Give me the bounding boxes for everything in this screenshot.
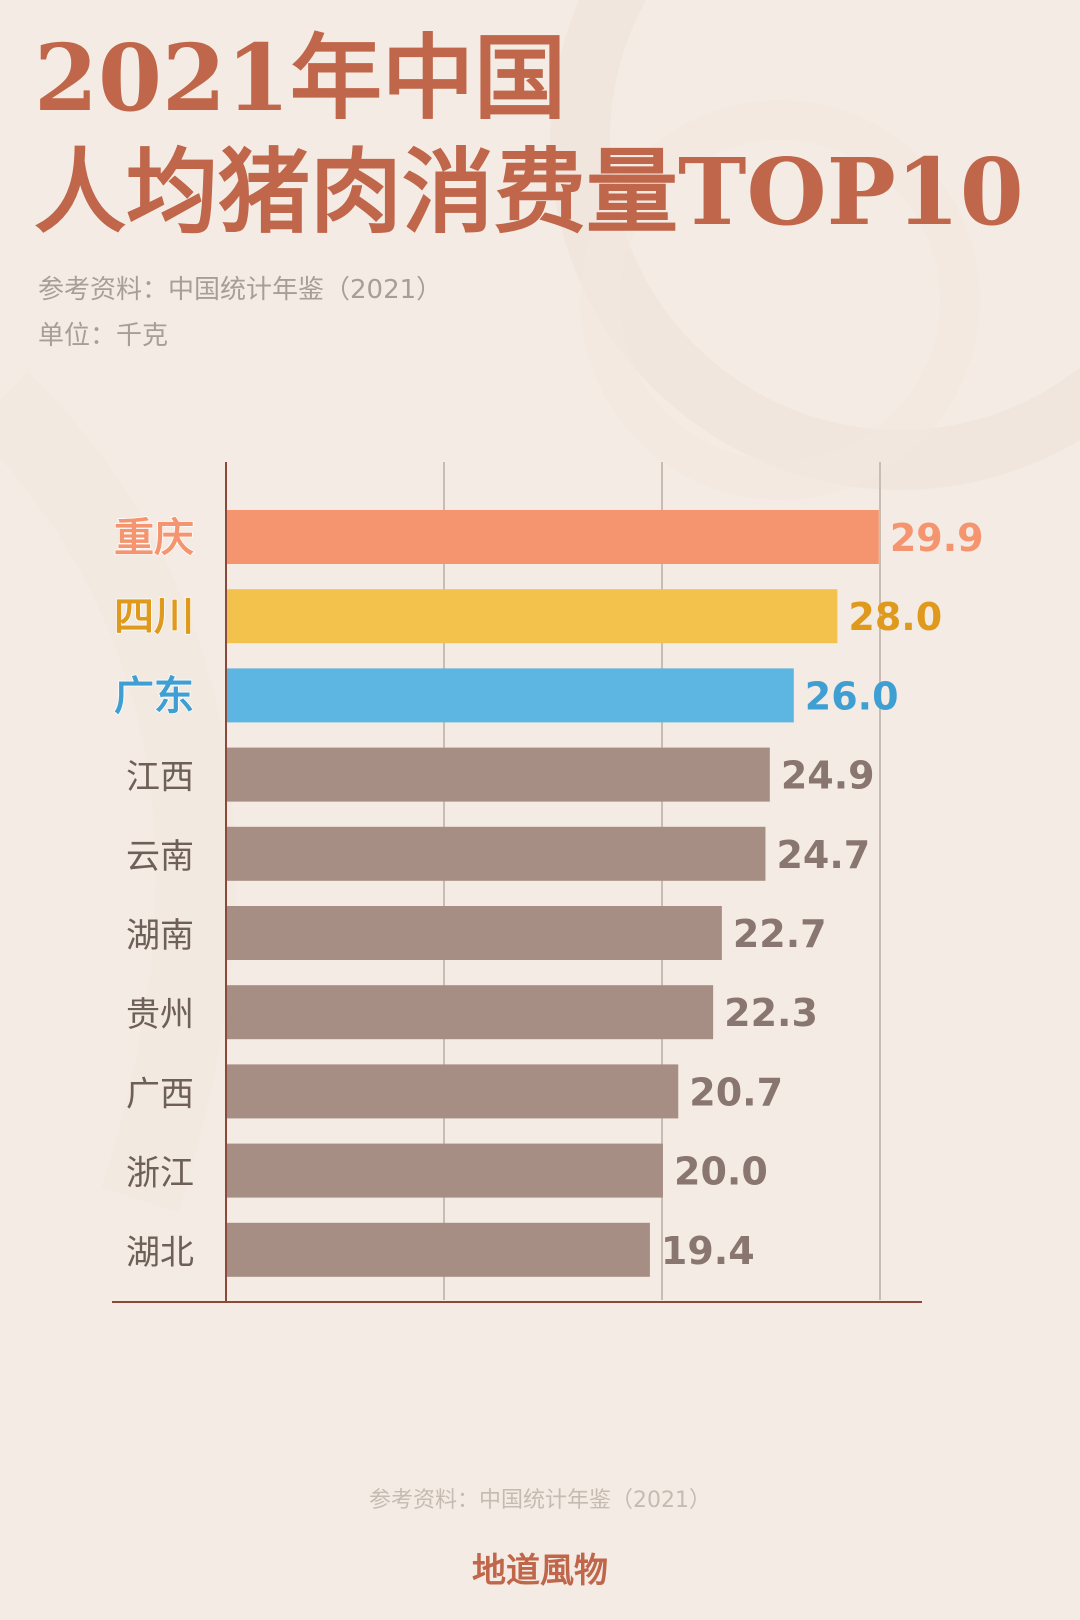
bar-3 (227, 668, 794, 723)
bar-4 (227, 747, 770, 802)
value-label-4: 24.9 (781, 754, 875, 798)
value-label-2: 28.0 (848, 595, 942, 639)
page-title-line2: 人均猪肉消费量TOP10 (34, 138, 1024, 246)
value-label-3: 26.0 (805, 674, 899, 718)
bar-6 (227, 906, 722, 960)
value-label-6: 22.7 (733, 912, 827, 956)
bar-5 (227, 826, 766, 881)
category-label-10: 湖北 (126, 1233, 194, 1273)
source-note: 参考资料：中国统计年鉴（2021） (38, 275, 443, 305)
category-label-7: 贵州 (126, 995, 194, 1035)
bar-10 (227, 1222, 650, 1277)
page-title-line1: 2021年中国 (34, 24, 567, 132)
value-label-9: 20.0 (674, 1150, 768, 1194)
category-label-9: 浙江 (126, 1154, 194, 1194)
unit-note: 单位：千克 (38, 321, 169, 351)
bar-9 (227, 1143, 663, 1198)
footer-source: 参考资料：中国统计年鉴（2021） (369, 1488, 711, 1513)
category-label-4: 江西 (126, 758, 194, 798)
value-label-10: 19.4 (661, 1229, 755, 1273)
value-label-5: 24.7 (776, 833, 870, 877)
footer-brand-logo: 地道風物 (472, 1551, 608, 1591)
value-label-1: 29.9 (890, 516, 984, 560)
category-label-2: 四川 (114, 594, 194, 640)
category-label-8: 广西 (126, 1074, 194, 1114)
bar-8 (227, 1064, 679, 1119)
bar-7 (227, 985, 714, 1040)
value-label-8: 20.7 (689, 1070, 783, 1114)
value-label-7: 22.3 (724, 991, 818, 1035)
bar-chart: 重庆 29.9 四川 28.0 广东 26.0 江西 24.9 云南 24.7 湖南 22.7 贵州 22… (112, 462, 984, 1303)
bar-1 (227, 510, 879, 564)
category-label-3: 广东 (114, 673, 194, 719)
bar-2 (227, 589, 838, 644)
category-label-5: 云南 (126, 837, 194, 877)
category-label-1: 重庆 (114, 515, 194, 561)
category-label-6: 湖南 (126, 916, 194, 956)
